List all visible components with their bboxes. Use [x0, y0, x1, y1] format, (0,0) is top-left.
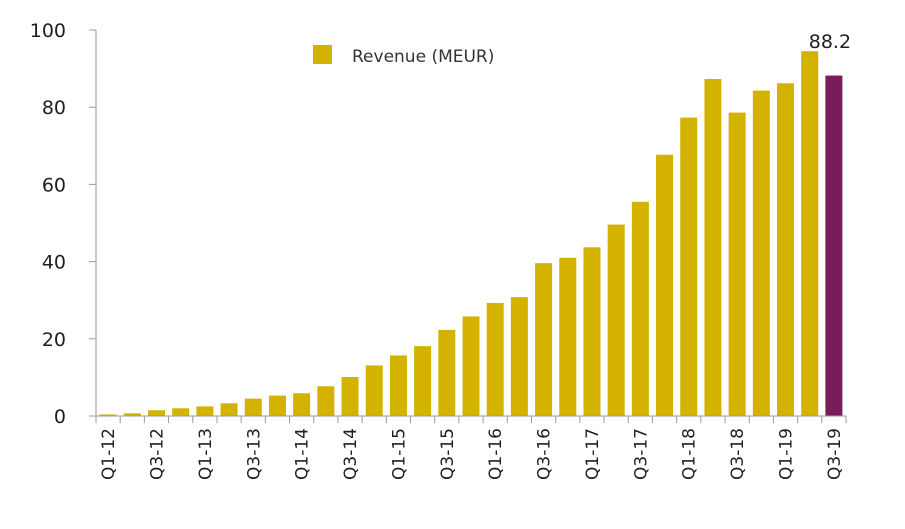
- bar-q2-15: [414, 346, 432, 416]
- bar-q2-19: [801, 51, 819, 416]
- bar-q1-17: [583, 247, 601, 416]
- y-axis: 0 20 40 60 80 100: [30, 20, 97, 428]
- bar-q1-18: [680, 117, 698, 416]
- y-tick-label: 80: [42, 97, 66, 119]
- bar-q2-17: [607, 224, 625, 416]
- bar-q1-14: [293, 393, 311, 416]
- bar-q3-18: [728, 112, 746, 416]
- x-tick-label: Q3-18: [728, 428, 748, 480]
- annotations: 88.2: [809, 31, 851, 53]
- bar-q4-17: [656, 154, 674, 417]
- x-tick-label: Q3-14: [341, 428, 361, 480]
- bar-q4-14: [365, 365, 383, 416]
- x-tick-label: Q1-13: [196, 428, 216, 480]
- bar-q4-12: [172, 408, 190, 416]
- y-tick-label: 40: [42, 252, 66, 274]
- y-tick-label: 20: [42, 329, 66, 351]
- bar-q1-12: [99, 414, 117, 416]
- bar-q1-15: [389, 355, 407, 416]
- bar-q3-13: [244, 398, 262, 416]
- bar-q3-14: [341, 377, 359, 416]
- x-tick-label: Q3-16: [535, 428, 555, 480]
- legend-swatch: [313, 45, 332, 64]
- x-tick-label: Q1-15: [389, 428, 409, 480]
- bar-q2-14: [317, 386, 335, 416]
- x-tick-label: Q3-12: [147, 428, 167, 480]
- legend: Revenue (MEUR): [313, 45, 494, 67]
- x-axis: Q1-12 Q3-12 Q1-13 Q3-13 Q1-14 Q3-14 Q1-15 Q3-15…: [95, 415, 847, 480]
- bar-q3-17: [631, 201, 649, 416]
- x-tick-label: Q1-14: [293, 428, 313, 480]
- bar-q1-13: [196, 406, 214, 416]
- bar-q4-13: [268, 395, 286, 416]
- x-tick-label: Q3-19: [825, 428, 845, 480]
- x-tick-label: Q3-13: [244, 428, 264, 480]
- x-tick-label: Q3-17: [631, 428, 651, 480]
- bar-q3-19: [825, 75, 843, 416]
- legend-label: Revenue (MEUR): [352, 47, 494, 67]
- y-tick-label: 60: [42, 174, 66, 196]
- bars: [99, 51, 843, 417]
- x-tick-label: Q1-17: [583, 428, 603, 480]
- bar-q3-16: [535, 263, 553, 416]
- x-tick-label: Q1-12: [99, 428, 119, 480]
- x-tick-label: Q3-15: [438, 428, 458, 480]
- bar-q1-16: [486, 302, 504, 416]
- y-tick-label: 100: [30, 20, 66, 42]
- bar-q3-15: [438, 329, 456, 416]
- x-tick-label: Q1-16: [486, 428, 506, 480]
- x-tick-label: Q1-18: [680, 428, 700, 480]
- bar-q1-19: [777, 83, 795, 416]
- bar-q4-16: [559, 257, 577, 416]
- x-tick-label: Q1-19: [777, 428, 797, 480]
- y-tick-label: 0: [54, 406, 66, 428]
- bar-q4-15: [462, 316, 480, 416]
- bar-q2-16: [510, 297, 528, 416]
- bar-q3-12: [147, 410, 165, 416]
- data-label: 88.2: [809, 31, 851, 53]
- bar-q2-12: [123, 413, 141, 416]
- bar-q2-18: [704, 79, 722, 416]
- bar-q4-18: [752, 90, 770, 417]
- bar-q2-13: [220, 403, 238, 416]
